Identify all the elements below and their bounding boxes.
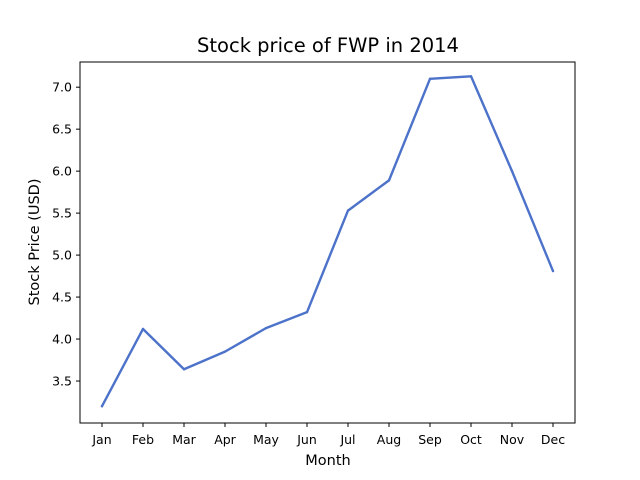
data-point: [510, 169, 514, 173]
data-point: [346, 209, 350, 212]
x-tick-label: Aug: [377, 432, 401, 447]
y-tick-label: 6.5: [52, 122, 72, 137]
y-tick-label: 7.0: [52, 80, 72, 95]
x-axis-label: Month: [305, 453, 350, 469]
x-tick-label: Oct: [460, 432, 482, 447]
plot-area-frame: [79, 61, 576, 424]
x-tick-label: Mar: [172, 432, 196, 447]
data-point: [387, 179, 391, 182]
x-tick-label: Apr: [214, 432, 236, 447]
y-tick-label: 6.0: [52, 164, 72, 179]
data-point: [428, 77, 432, 80]
data-point: [182, 368, 186, 371]
series-line: [100, 75, 555, 408]
data-point: [305, 310, 309, 314]
x-axis: Jan Feb Mar Apr May Jun Jul Aug Sep Oct Nov Dec: [91, 423, 565, 447]
y-tick-label: 3.5: [52, 374, 72, 389]
x-tick-label: Dec: [541, 432, 565, 447]
y-axis-label: Stock Price (USD): [27, 178, 43, 305]
data-point: [141, 327, 145, 331]
data-point: [100, 405, 104, 408]
x-tick-label: Feb: [132, 432, 154, 447]
data-point: [469, 75, 473, 78]
x-tick-label: Jun: [296, 432, 317, 447]
y-tick-label: 4.0: [52, 332, 72, 347]
data-point: [223, 350, 227, 353]
y-axis: 3.5 4.0 4.5 5.0 5.5 6.0 6.5 7.0: [52, 80, 80, 389]
x-tick-label: Nov: [500, 432, 525, 447]
x-tick-label: May: [253, 432, 279, 447]
x-tick-label: Jul: [339, 432, 355, 447]
data-point: [551, 269, 555, 273]
y-tick-label: 4.5: [52, 290, 72, 305]
series-layer: [100, 75, 555, 408]
data-point: [264, 326, 268, 330]
y-tick-label: 5.5: [52, 206, 72, 221]
chart-title: Stock price of FWP in 2014: [197, 34, 459, 57]
x-tick-label: Jan: [91, 432, 111, 447]
y-tick-label: 5.0: [52, 248, 72, 263]
x-tick-label: Sep: [418, 432, 442, 447]
